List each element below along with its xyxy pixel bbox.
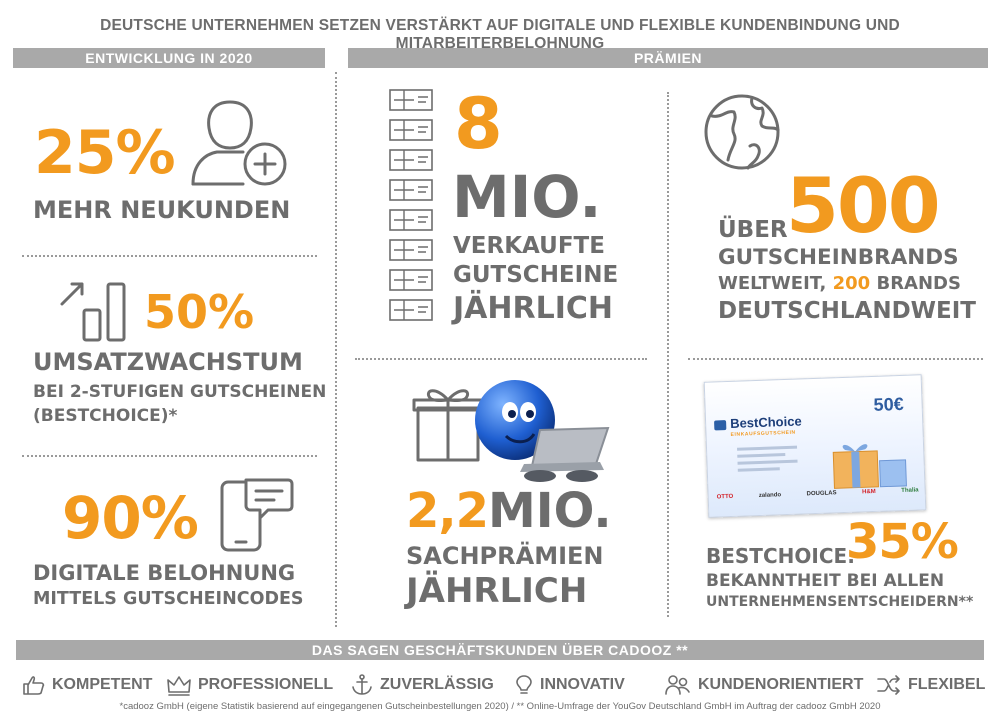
voucher-icon <box>389 179 433 201</box>
brands-line2: WELTWEIT, 200 BRANDS <box>718 272 961 296</box>
brands-line2-c: BRANDS <box>876 273 961 294</box>
vouchers-line3: JÄHRLICH <box>453 291 613 326</box>
divider-middle <box>667 92 669 617</box>
attribute-flexibel-label: FLEXIBEL <box>908 676 986 693</box>
attribute-innovativ: INNOVATIV <box>514 674 625 696</box>
voucher-icon <box>389 89 433 111</box>
prizes-unit: MIO. <box>488 483 612 539</box>
voucher-icon <box>389 209 433 231</box>
brands-line2-b: 200 <box>832 273 871 294</box>
brands-line3: DEUTSCHLANDWEIT <box>718 298 976 324</box>
shuffle-icon <box>877 675 900 695</box>
card-logo-otto: OTTO <box>716 493 734 501</box>
card-logo-zalando: zalando <box>758 492 782 499</box>
divider-left-1 <box>22 255 317 257</box>
attribute-kundenorientiert: KUNDENORIENTIERT <box>664 674 863 696</box>
thumbs-up-icon <box>23 676 45 695</box>
page-title: DEUTSCHE UNTERNEHMEN SETZEN VERSTÄRKT AU… <box>100 17 900 52</box>
card-gift-art <box>829 432 911 491</box>
user-plus-icon <box>185 92 300 192</box>
card-brand: BestChoice <box>729 413 802 431</box>
voucher-icon <box>389 239 433 261</box>
awareness-line1: BEKANNTHEIT BEI ALLEN <box>706 571 945 591</box>
prizes-line2: JÄHRLICH <box>406 571 588 611</box>
divider-right-1 <box>688 358 983 360</box>
stat-revenue-growth-sub1: BEI 2-STUFIGEN GUTSCHEINEN <box>33 382 327 402</box>
prizes-value: 2,2 <box>406 483 489 539</box>
footnote: *cadooz GmbH (eigene Statistik basierend… <box>119 701 881 712</box>
bestchoice-gift-card: BestChoice EINKAUFSGUTSCHEIN 50€ OTTO za… <box>703 374 927 518</box>
stat-new-customers-value: 25% <box>34 118 176 188</box>
crown-icon <box>167 676 191 696</box>
card-tagline: EINKAUFSGUTSCHEIN <box>730 429 796 438</box>
awareness-line2: UNTERNEHMENSENTSCHEIDERN** <box>706 594 974 610</box>
card-logos-row: OTTO zalando DOUGLAS H&M Thalia <box>717 487 919 500</box>
gift-box-icon <box>412 382 486 464</box>
brands-line1: GUTSCHEINBRANDS <box>718 245 959 270</box>
phone-chat-icon <box>218 474 296 554</box>
stat-digital-label2: MITTELS GUTSCHEINCODES <box>33 589 304 609</box>
mascot-laptop-illustration <box>470 372 615 482</box>
people-icon <box>665 675 690 695</box>
vouchers-line1: VERKAUFTE <box>453 233 605 259</box>
globe-icon <box>700 90 784 174</box>
stat-revenue-growth-value: 50% <box>144 285 255 339</box>
voucher-icon <box>389 269 433 291</box>
vouchers-line2: GUTSCHEINE <box>453 262 619 288</box>
divider-left <box>335 72 337 627</box>
section-header-entwicklung: ENTWICKLUNG IN 2020 <box>13 48 325 68</box>
brands-line2-a: WELTWEIT, <box>718 273 827 294</box>
prizes-line1: SACHPRÄMIEN <box>406 542 604 570</box>
stat-digital-value: 90% <box>62 484 199 552</box>
attribute-innovativ-label: INNOVATIV <box>540 676 625 693</box>
card-logo-thalia: Thalia <box>901 487 919 495</box>
stat-new-customers-label: MEHR NEUKUNDEN <box>33 196 291 224</box>
divider-mid-1 <box>355 358 647 360</box>
card-logo-mark <box>714 420 727 431</box>
vouchers-value: 8 <box>454 83 503 165</box>
anchor-icon <box>352 674 372 695</box>
voucher-icon <box>389 149 433 171</box>
attribute-flexibel: FLEXIBEL <box>876 674 985 696</box>
vouchers-unit: MIO. <box>452 163 602 231</box>
voucher-icon <box>389 299 433 321</box>
lightbulb-icon <box>516 675 532 694</box>
divider-left-2 <box>22 455 317 457</box>
section-header-praemien: PRÄMIEN <box>348 48 988 68</box>
attribute-zuverlaessig: ZUVERLÄSSIG <box>350 674 494 696</box>
attribute-kompetent-label: KOMPETENT <box>52 676 153 693</box>
footer-header: DAS SAGEN GESCHÄFTSKUNDEN ÜBER CADOOZ ** <box>16 640 984 660</box>
attribute-kompetent: KOMPETENT <box>22 674 152 696</box>
attribute-professionell: PROFESSIONELL <box>166 674 333 696</box>
attribute-zuverlaessig-label: ZUVERLÄSSIG <box>380 676 494 693</box>
card-amount: 50€ <box>873 393 904 415</box>
growth-chart-icon <box>58 276 133 344</box>
brands-value: 500 <box>786 161 941 250</box>
stat-revenue-growth-sub2: (BESTCHOICE)* <box>33 406 178 426</box>
card-logo-douglas: DOUGLAS <box>806 490 837 498</box>
voucher-icon <box>389 119 433 141</box>
card-logo-hm: H&M <box>861 488 876 496</box>
stat-revenue-growth-label: UMSATZWACHSTUM <box>33 348 303 376</box>
brands-prefix: ÜBER <box>718 217 788 243</box>
card-details-text <box>737 445 798 472</box>
voucher-stack-icon <box>388 88 436 328</box>
awareness-value: 35% <box>846 514 959 570</box>
attribute-professionell-label: PROFESSIONELL <box>198 676 334 693</box>
stat-digital-label1: DIGITALE BELOHNUNG <box>33 561 296 585</box>
awareness-prefix: BESTCHOICE: <box>706 544 856 568</box>
attribute-kundenorientiert-label: KUNDENORIENTIERT <box>698 676 864 693</box>
